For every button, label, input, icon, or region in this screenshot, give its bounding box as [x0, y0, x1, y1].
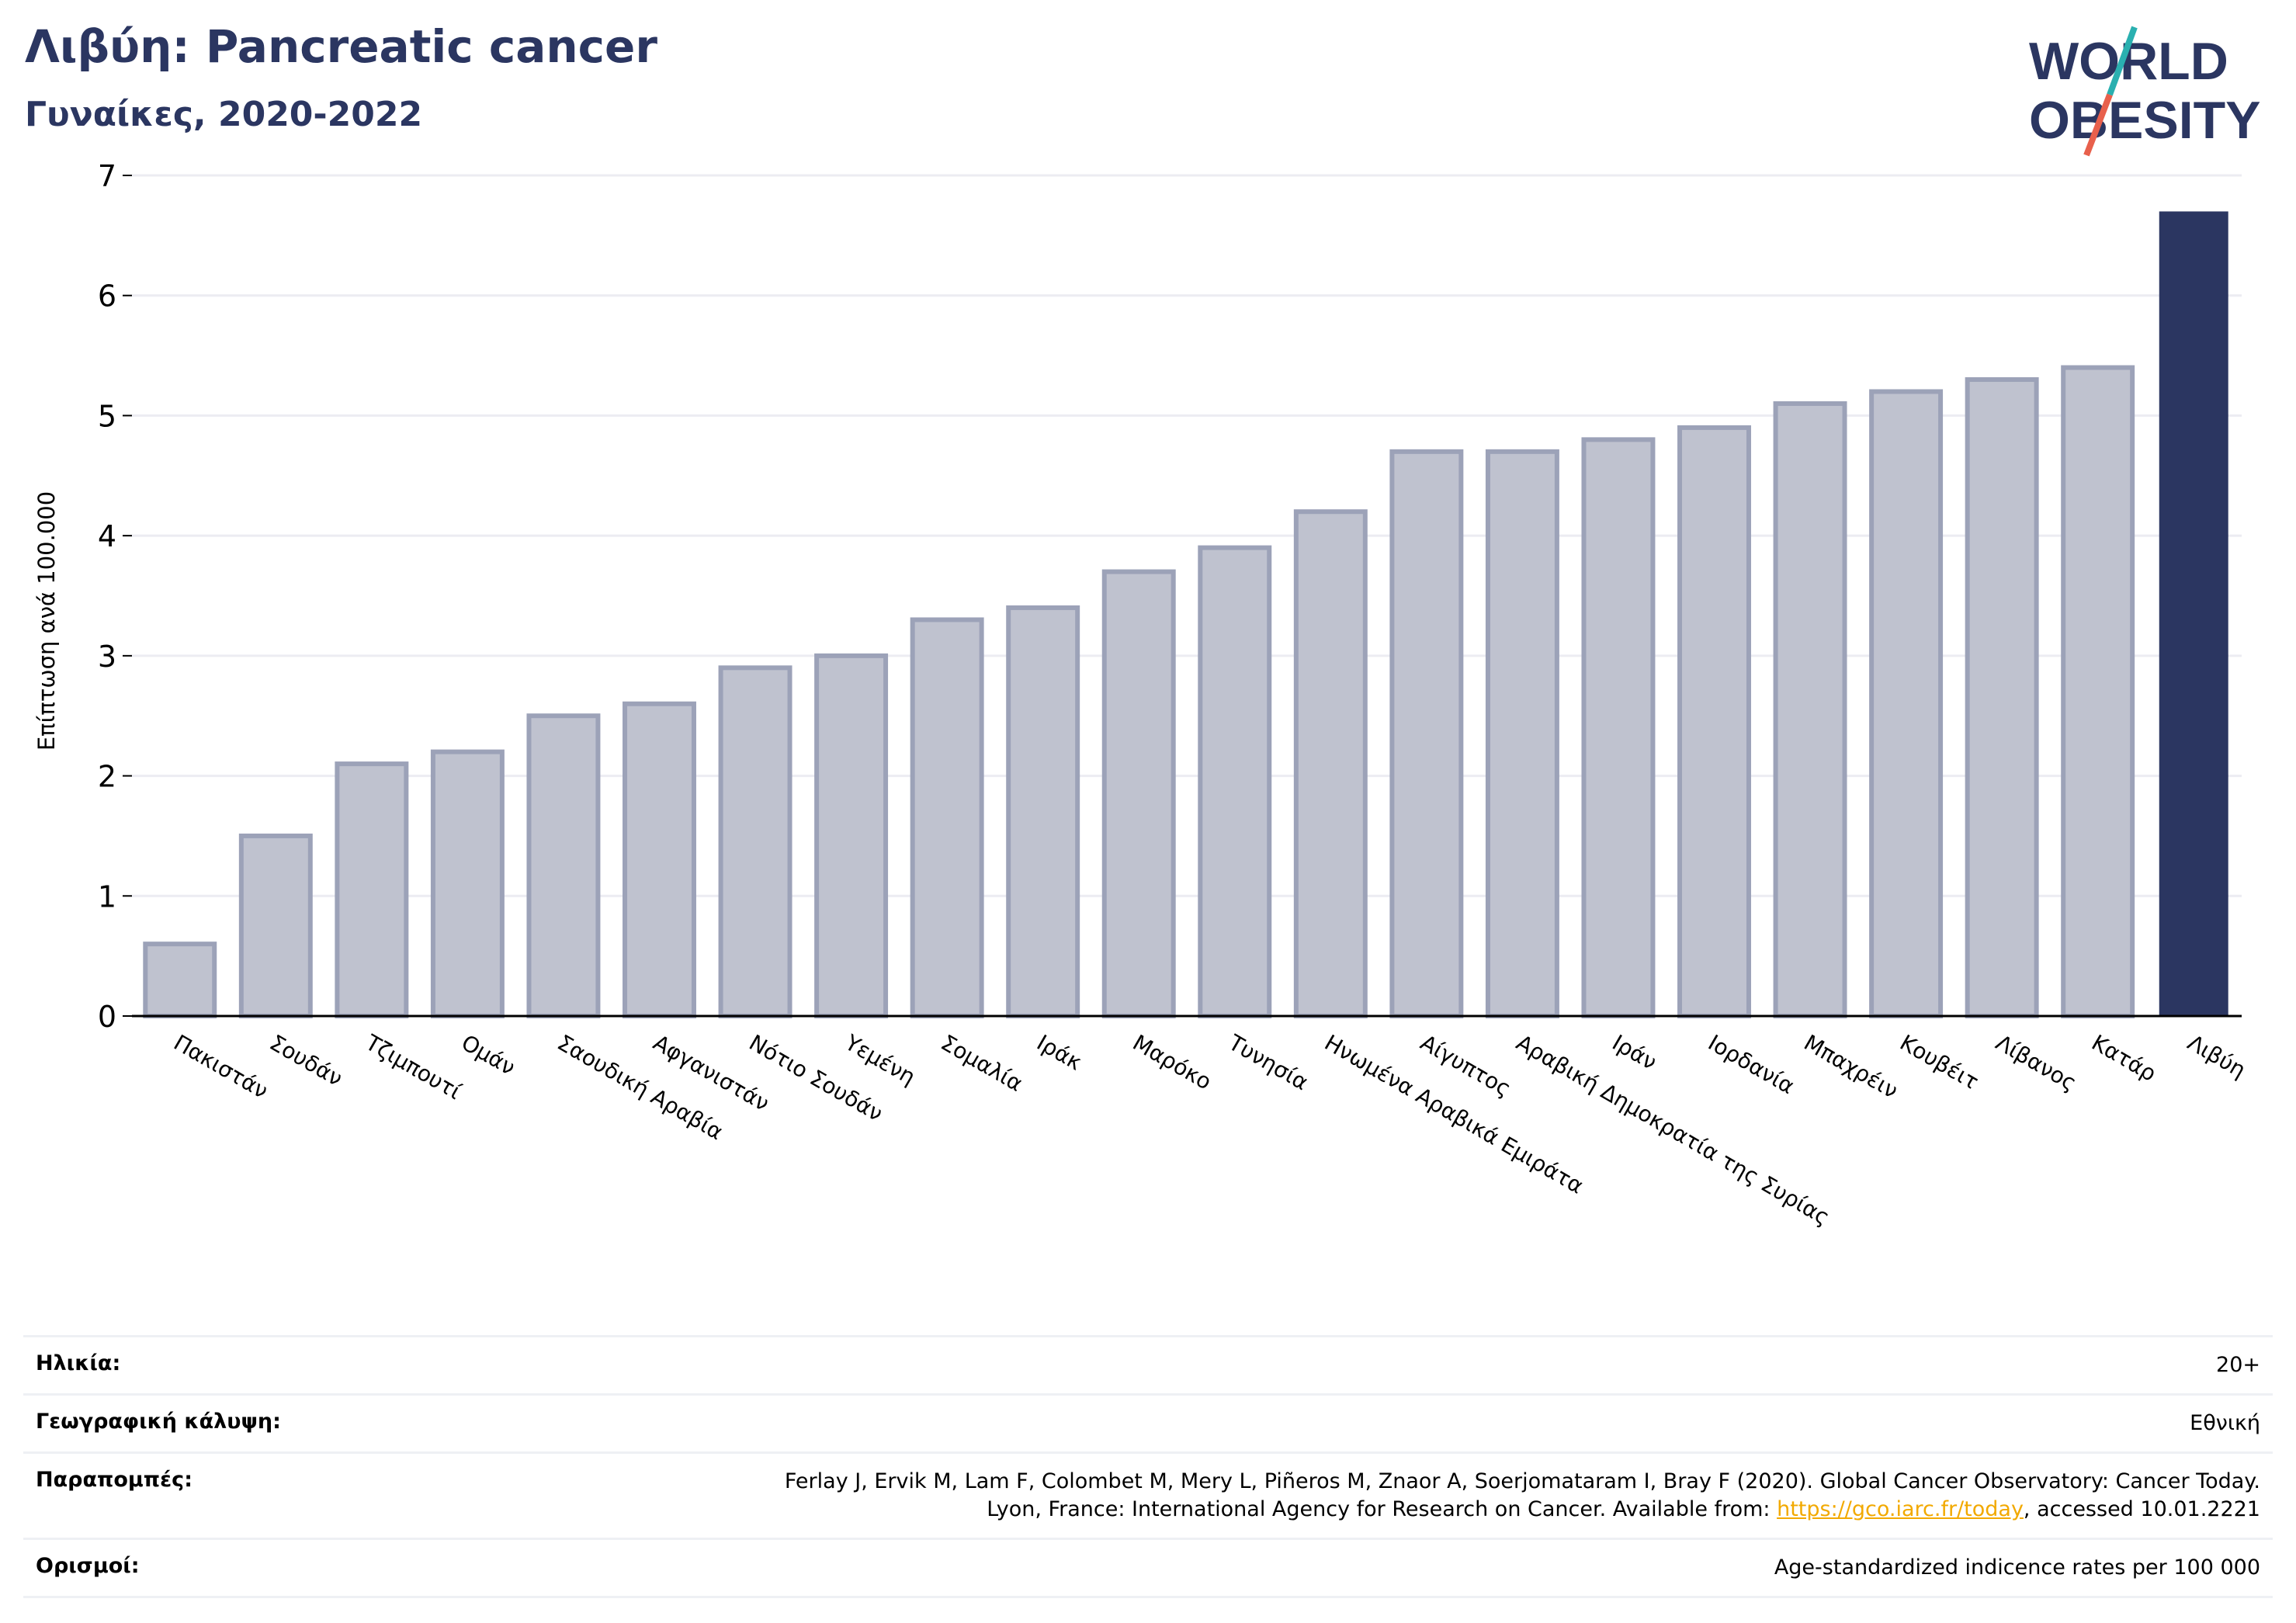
x-tick-label: Τυνησία: [1223, 1029, 1313, 1095]
bar-12: [1198, 545, 1272, 1018]
coverage-label: Γεωγραφική κάλυψη:: [36, 1410, 281, 1434]
x-tick-label: Ιορδανία: [1704, 1029, 1798, 1099]
bar-17: [1677, 425, 1751, 1018]
bar-19: [1869, 389, 1944, 1018]
bar-5: [526, 713, 601, 1018]
bar-18: [1773, 401, 1847, 1018]
info-row-coverage: Γεωγραφική κάλυψη: Εθνική: [23, 1393, 2273, 1451]
bar-7: [718, 665, 793, 1018]
page-title: Λιβύη: Pancreatic cancer: [25, 20, 658, 73]
x-tick-label: Κουβέιτ: [1895, 1029, 1983, 1094]
bar-11: [1101, 569, 1176, 1018]
bar-6: [623, 701, 696, 1018]
age-value: 20+: [2216, 1353, 2260, 1377]
references-line-1: Ferlay J, Ervik M, Lam F, Colombet M, Me…: [784, 1469, 2260, 1493]
bar-9: [910, 617, 984, 1018]
bar-2: [238, 833, 313, 1019]
logo-text-obesity: OBESITY: [2029, 91, 2261, 150]
x-tick-label: Σουδάν: [265, 1029, 347, 1091]
definitions-value: Age-standardized indicence rates per 100…: [1774, 1555, 2260, 1580]
y-tick-label: 1: [98, 879, 116, 914]
y-tick-label: 0: [98, 1000, 116, 1034]
y-tick-label: 5: [98, 399, 116, 433]
bar-1: [143, 942, 217, 1018]
age-label: Ηλικία:: [36, 1351, 121, 1375]
bar-4: [430, 749, 505, 1019]
x-tick-label: Πακιστάν: [169, 1029, 272, 1104]
x-tick-label: Σαουδική Αραβία: [553, 1029, 727, 1145]
bar-20: [1965, 377, 2039, 1018]
bar-15: [1485, 449, 1559, 1018]
page-subtitle: Γυναίκες, 2020-2022: [25, 95, 423, 134]
x-tick-label: Ομάν: [457, 1029, 520, 1080]
x-tick-label: Ιράν: [1608, 1029, 1661, 1075]
references-line-2-pre: Lyon, France: International Agency for R…: [987, 1497, 1777, 1521]
x-tick-label: Μπαχρέιν: [1800, 1029, 1902, 1103]
bar-8: [814, 653, 889, 1018]
references-line-2-post: , accessed 10.01.2221: [2023, 1497, 2260, 1521]
x-tick-label: Αραβική Δημοκρατία της Συρίας: [1512, 1029, 1834, 1230]
bar-21: [2061, 365, 2135, 1018]
bar-22: [2159, 211, 2228, 1016]
y-axis-label: Επίπτωση ανά 100.000: [33, 491, 60, 751]
y-tick-label: 7: [98, 159, 116, 193]
x-tick-label: Λιβύη: [2183, 1029, 2250, 1083]
x-tick-label: Ιράκ: [1032, 1029, 1086, 1075]
bar-16: [1581, 437, 1656, 1018]
info-row-references: Παραπομπές: Ferlay J, Ervik M, Lam F, Co…: [23, 1451, 2273, 1538]
y-tick-label: 4: [98, 519, 116, 553]
world-obesity-logo: WORLD OBESITY: [2029, 26, 2261, 157]
logo-slash-top: [2107, 26, 2138, 96]
x-tick-label: Τζιμπουτί: [360, 1029, 466, 1105]
references-label: Παραπομπές:: [36, 1468, 192, 1492]
logo-slash-bottom: [2083, 93, 2113, 157]
x-tick-label: Κατάρ: [2087, 1029, 2160, 1087]
x-tick-label: Υεμένη: [840, 1029, 920, 1090]
bar-14: [1389, 449, 1464, 1018]
definitions-label: Ορισμοί:: [36, 1554, 140, 1578]
info-row-age: Ηλικία: 20+: [23, 1335, 2273, 1393]
bars: [143, 211, 2228, 1019]
coverage-value: Εθνική: [2190, 1411, 2260, 1435]
y-tick-label: 2: [98, 760, 116, 794]
bar-10: [1006, 605, 1080, 1018]
references-link[interactable]: https://gco.iarc.fr/today: [1777, 1497, 2024, 1521]
x-tick-label: Λίβανος: [1992, 1029, 2081, 1096]
y-tick-label: 6: [98, 279, 116, 314]
x-tick-label: Σομαλία: [937, 1029, 1028, 1096]
y-axis-ticks: 0 1 2 3 4 5 6 7: [98, 159, 132, 1034]
bar-13: [1293, 509, 1368, 1018]
bar-3: [335, 761, 409, 1018]
y-tick-label: 3: [98, 640, 116, 674]
x-tick-label: Μαρόκο: [1129, 1029, 1216, 1094]
info-row-definitions: Ορισμοί: Age-standardized indicence rate…: [23, 1538, 2273, 1598]
info-table: Ηλικία: 20+ Γεωγραφική κάλυψη: Εθνική Πα…: [23, 1335, 2273, 1598]
references-value: Ferlay J, Ervik M, Lam F, Colombet M, Me…: [785, 1468, 2260, 1524]
